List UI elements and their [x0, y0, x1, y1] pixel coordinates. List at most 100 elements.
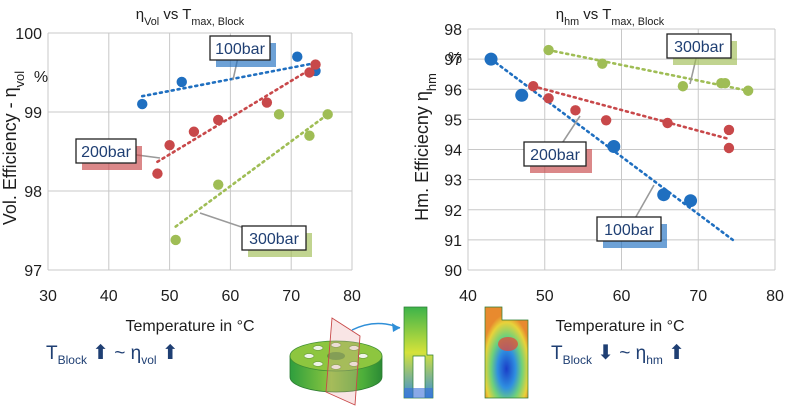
section-2-hotspot: [498, 337, 518, 351]
callout-100bar: 100bar: [209, 35, 276, 81]
point-200bar: [723, 142, 735, 154]
point-100bar: [137, 98, 148, 110]
x-tick-label: 40: [100, 288, 118, 305]
section-view-1: [403, 306, 434, 399]
y-tick-label: 92: [444, 203, 462, 220]
point-200bar: [152, 168, 163, 179]
x-tick-label: 70: [282, 288, 300, 305]
down-arrow-icon: ⬇: [597, 342, 614, 364]
point-100bar: [657, 188, 671, 202]
callout-box: [596, 216, 662, 242]
y-unit-label: %: [448, 50, 462, 67]
y-tick-label: 97: [24, 263, 42, 280]
callout-label: 200bar: [81, 144, 131, 161]
left-relation-eta-sub: vol: [141, 352, 157, 367]
chart-title: ηhm vs Tmax, Block: [556, 6, 665, 28]
callouts: 100bar 200bar 300bar 300bar 200bar 100bar: [75, 33, 737, 257]
y-tick-label: 99: [24, 105, 42, 122]
point-300bar: [677, 81, 689, 92]
callout-300bar: 300bar: [199, 212, 312, 257]
point-300bar: [304, 130, 315, 141]
y-tick-label: 96: [444, 82, 462, 99]
point-300bar: [213, 179, 224, 190]
point-200bar: [570, 105, 581, 116]
section-view-2: [484, 306, 529, 399]
x-axis-label: Temperature in °C: [125, 318, 254, 335]
x-tick-label: 50: [536, 288, 554, 305]
left-relation-t-sub: Block: [57, 352, 87, 367]
point-200bar: [188, 126, 200, 137]
point-200bar: [543, 93, 554, 104]
y-tick-label: 97: [444, 52, 462, 69]
point-300bar: [719, 78, 731, 89]
point-300bar: [273, 109, 285, 120]
left-relation-tilde: ~: [114, 343, 126, 364]
y-axis-label: Hm. Efficiecny ηhm: [412, 73, 439, 221]
callout-label: 100bar: [215, 41, 265, 58]
callout-box: [209, 35, 271, 61]
right-relation: TBlock ⬇ ~ ηhm ⬆: [551, 340, 685, 367]
callout-box: [666, 33, 732, 59]
trendline-300bar: [174, 113, 329, 228]
section-plane: [325, 317, 361, 406]
up-arrow-icon: ⬆: [668, 342, 685, 364]
trendline-200bar: [156, 64, 317, 164]
left-relation-t: T: [46, 343, 58, 364]
y-tick-label: 98: [24, 184, 42, 201]
point-300bar: [322, 109, 333, 120]
up-arrow-icon: ⬆: [92, 342, 109, 364]
callout-200bar: 200bar: [523, 115, 592, 173]
point-300bar: [597, 58, 608, 69]
point-300bar: [742, 85, 754, 96]
y-tick-label: 95: [444, 112, 462, 129]
point-100bar: [484, 52, 498, 66]
callout-label: 300bar: [249, 231, 299, 248]
y-tick-label: 98: [444, 22, 462, 39]
cylinder-block-illustration: [289, 317, 401, 406]
y-tick-label: 94: [444, 143, 462, 160]
callout-label: 200bar: [530, 147, 580, 164]
y-tick-label: 91: [444, 233, 462, 250]
point-100bar: [176, 76, 187, 88]
point-100bar: [684, 194, 698, 208]
right-chart-series: [484, 44, 754, 242]
point-300bar: [543, 44, 554, 56]
up-arrow-icon: ⬆: [161, 342, 179, 364]
point-200bar: [723, 124, 735, 136]
section-1-base: [404, 388, 433, 398]
cylinder-holes: [303, 342, 369, 370]
x-axis-label: Temperature in °C: [555, 318, 684, 335]
section-1-shape: [403, 306, 434, 399]
point-100bar: [515, 88, 529, 102]
section-2-shape: [484, 306, 529, 399]
callout-box: [523, 141, 587, 167]
x-tick-label: 40: [459, 288, 477, 305]
left-relation: TBlock ⬆ ~ ηvol ⬆: [46, 340, 179, 367]
left-relation-eta: η: [130, 343, 142, 364]
x-tick-label: 80: [343, 288, 361, 305]
section-arrowhead: [392, 323, 400, 332]
x-tick-label: 30: [39, 288, 57, 305]
point-200bar: [261, 97, 273, 108]
x-tick-label: 50: [161, 288, 179, 305]
callout-box: [241, 225, 307, 251]
y-tick-label: 93: [444, 173, 462, 190]
y-unit-label: %: [34, 69, 48, 86]
callout-label: 300bar: [674, 39, 724, 56]
point-200bar: [600, 115, 612, 126]
callout-300bar: 300bar: [666, 33, 737, 85]
x-tick-label: 70: [689, 288, 707, 305]
callout-200bar: 200bar: [75, 138, 161, 170]
point-200bar: [213, 114, 224, 126]
cylinder-bore: [327, 352, 345, 360]
point-100bar: [607, 139, 621, 153]
point-300bar: [170, 234, 181, 246]
x-tick-label: 80: [766, 288, 784, 305]
right-relation-eta-sub: hm: [646, 352, 663, 367]
trendline-200bar: [531, 84, 731, 141]
x-tick-label: 60: [613, 288, 631, 305]
left-chart-grid: [47, 32, 353, 271]
trendline-300bar: [547, 48, 750, 93]
